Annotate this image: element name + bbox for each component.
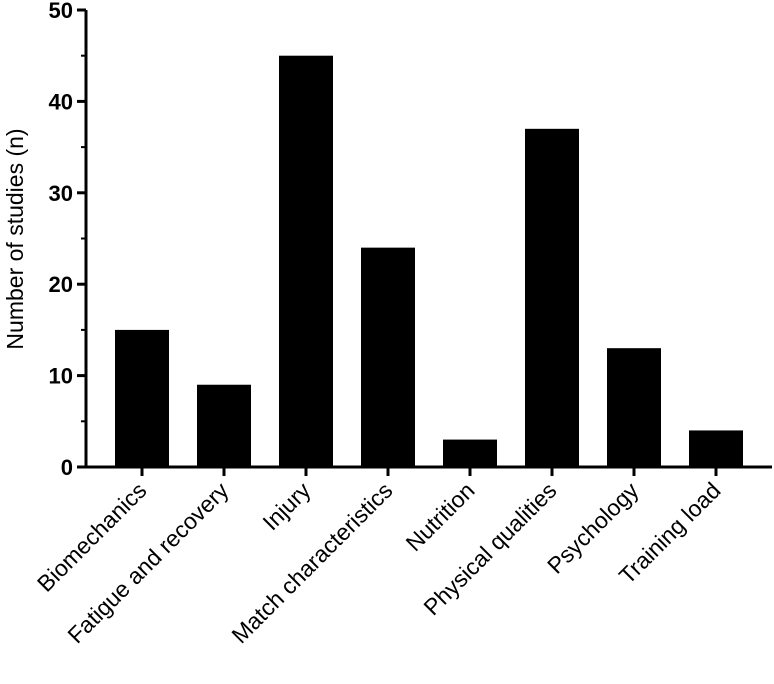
- y-tick-label: 20: [49, 272, 73, 297]
- bar-fatigue-and-recovery: [197, 384, 251, 467]
- bar-injury: [279, 55, 333, 467]
- x-tick-label: Nutrition: [401, 477, 480, 556]
- x-tick-label: Fatigue and recovery: [62, 477, 234, 649]
- bars-group: [115, 55, 743, 467]
- x-tick-label: Injury: [257, 477, 316, 536]
- bar-training-load: [689, 430, 743, 467]
- x-tick-label: Match characteristics: [226, 477, 397, 648]
- bar-match-characteristics: [361, 247, 415, 467]
- y-tick-label: 50: [49, 0, 73, 23]
- bar-biomechanics: [115, 329, 169, 467]
- y-tick-label: 0: [61, 455, 73, 480]
- y-axis-title: Number of studies (n): [2, 128, 28, 349]
- y-axis: 0 10 20 30 40 50: [49, 0, 88, 480]
- bar-physical-qualities: [525, 128, 579, 467]
- y-tick-label: 30: [49, 181, 73, 206]
- y-tick-label: 40: [49, 89, 73, 114]
- y-tick-label: 10: [49, 364, 73, 389]
- bar-psychology: [607, 348, 661, 467]
- bar-nutrition: [443, 439, 497, 467]
